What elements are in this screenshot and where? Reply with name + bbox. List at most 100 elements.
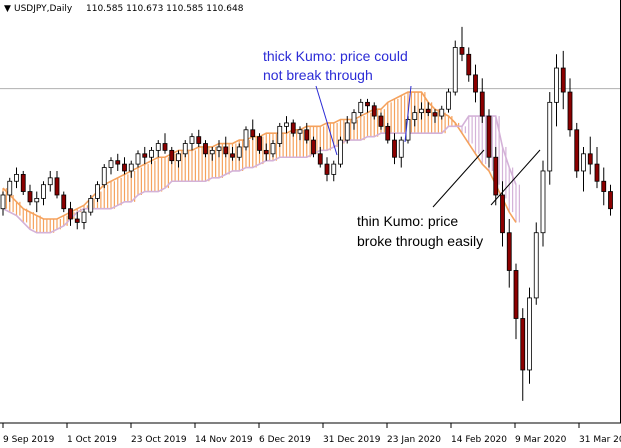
x-tick-label: 9 Sep 2019 (3, 435, 55, 445)
candle-body (68, 208, 73, 220)
candle-body (479, 91, 485, 117)
candle-body (20, 173, 26, 192)
candle-body (162, 143, 168, 151)
candle-body (182, 143, 188, 155)
candle-body (486, 115, 492, 158)
candle-body (473, 74, 478, 93)
candle-body (560, 67, 566, 93)
candle-body (115, 160, 121, 165)
candle-body (439, 108, 445, 117)
x-tick-label: 14 Nov 2019 (195, 435, 253, 445)
candle-body (459, 47, 465, 55)
candle-body (155, 143, 161, 151)
candle-body (594, 163, 600, 182)
candle-body (14, 173, 19, 182)
candles-layer (0, 26, 613, 401)
x-tick-label: 9 Mar 2020 (515, 435, 567, 445)
x-tick-label: 14 Feb 2020 (451, 435, 507, 445)
candle-body (311, 139, 316, 155)
candle-body (108, 160, 114, 168)
candle-body (290, 122, 296, 134)
candle-body (527, 297, 532, 371)
arrow-thick-left (315, 85, 338, 156)
candle-body (7, 180, 13, 196)
candle-body (385, 125, 391, 141)
candle-body (128, 163, 134, 172)
candle-body (0, 194, 6, 210)
candle-body (378, 115, 384, 127)
candle-body (506, 232, 512, 271)
arrow-thin-right (490, 149, 541, 206)
header-symbol: USDJPY,Daily (14, 4, 73, 14)
candle-body (344, 122, 350, 141)
candle-body (209, 149, 215, 155)
candle-body (61, 194, 67, 210)
candle-body (317, 153, 323, 165)
candle-body (554, 67, 559, 103)
annotation-thin-line2: broke through easily (357, 233, 483, 249)
candle-body (513, 270, 519, 319)
candle-body (304, 129, 310, 141)
arrow-thin-left (432, 149, 485, 208)
annotation-thin-line1: thin Kumo: price (357, 213, 458, 229)
candle-body (432, 112, 438, 117)
candle-body (398, 139, 404, 158)
candle-body (230, 153, 235, 158)
candle-body (338, 139, 343, 165)
candle-body (54, 177, 60, 196)
candle-body (500, 194, 505, 234)
candle-body (466, 53, 472, 76)
candle-body (533, 232, 539, 299)
candle-body (331, 163, 337, 175)
candle-body (81, 211, 87, 223)
candle-body (135, 153, 141, 165)
x-tick-label: 6 Dec 2019 (259, 435, 311, 445)
candle-body (189, 136, 195, 144)
candle-body (203, 143, 208, 155)
candle-body (34, 198, 40, 203)
candle-body (601, 180, 607, 192)
candle-body (365, 101, 370, 107)
arrow-thick-right (404, 85, 412, 143)
candle-body (324, 163, 330, 175)
candle-body (122, 163, 127, 172)
candle-body (371, 105, 377, 117)
candle-body (284, 122, 289, 127)
candle-body (277, 125, 283, 144)
candle-body (27, 191, 33, 203)
header-ohlc: 110.585 110.673 110.585 110.648 (86, 4, 244, 14)
candle-body (419, 108, 424, 114)
candle-body (236, 146, 242, 158)
candle-body (257, 136, 262, 151)
annotation-thick-line1: thick Kumo: price could (263, 48, 408, 64)
candle-body (547, 101, 553, 172)
candle-body (176, 153, 181, 162)
candle-body (574, 129, 580, 172)
candle-body (149, 149, 154, 158)
candle-body (196, 136, 202, 144)
candle-body (270, 143, 276, 155)
candle-body (88, 198, 94, 213)
candle-body (567, 91, 573, 131)
candle-body (223, 146, 229, 155)
candle-body (520, 318, 526, 371)
x-ticks-layer: 9 Sep 2019 1 Oct 2019 23 Oct 2019 14 Nov 20… (2, 423, 621, 445)
candle-body (446, 91, 451, 110)
candle-body (392, 139, 397, 158)
x-tick-label: 1 Oct 2019 (67, 435, 117, 445)
candle-body (47, 177, 53, 186)
candle-body (74, 218, 80, 223)
candle-body (216, 146, 222, 151)
candle-body (358, 101, 364, 114)
candle-body (243, 129, 249, 148)
candle-body (452, 47, 458, 93)
candle-body (41, 184, 46, 199)
x-tick-label: 23 Oct 2019 (131, 435, 187, 445)
candle-body (101, 167, 107, 186)
x-tick-label: 23 Jan 2020 (387, 435, 441, 445)
candle-body (351, 112, 357, 124)
candle-body (263, 149, 269, 155)
candle-body (425, 108, 431, 114)
